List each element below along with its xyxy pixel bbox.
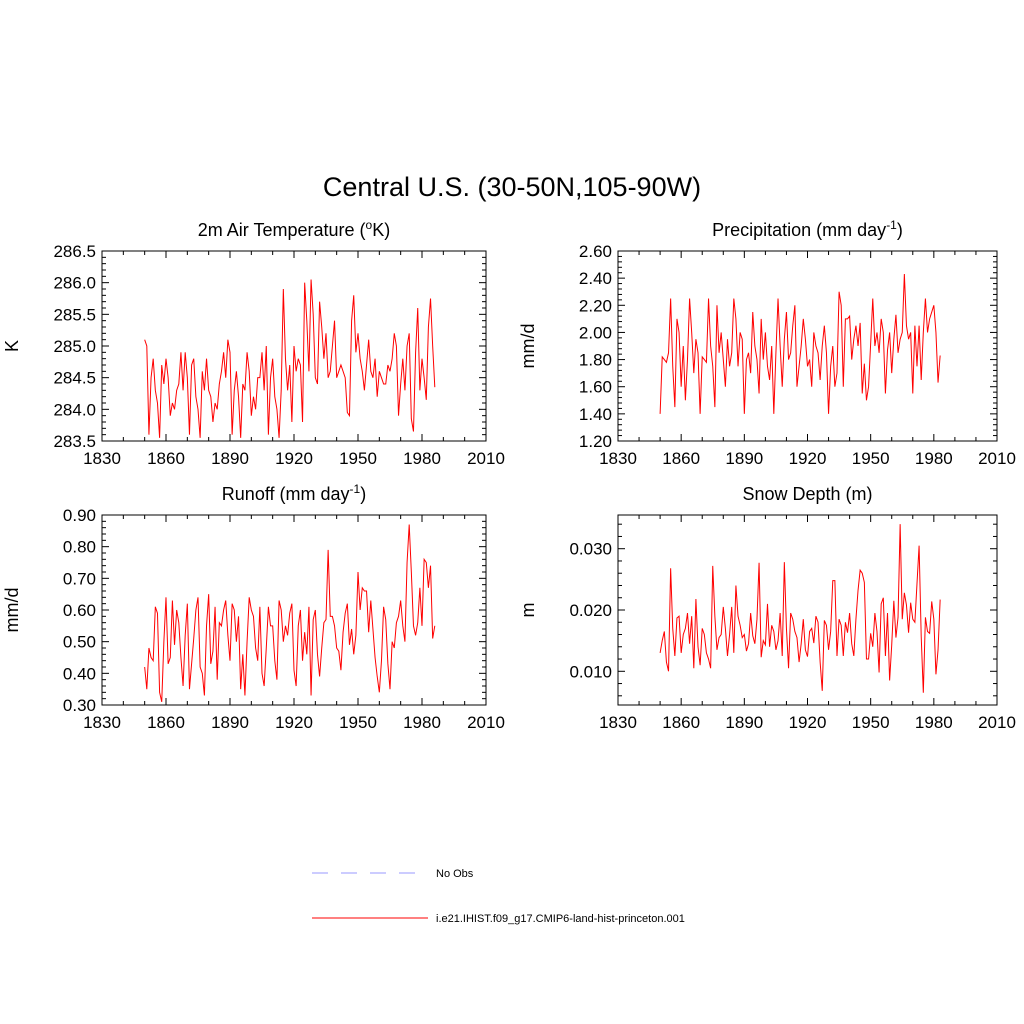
panel-title-unit: ) [897, 220, 903, 240]
figure-title: Central U.S. (30-50N,105-90W) [323, 172, 701, 202]
series-line [144, 524, 436, 702]
panel-title-text: Precipitation (mm day [712, 220, 886, 240]
y-tick-label: 0.40 [63, 664, 96, 683]
panel-runoff: 1830 1860 1890 1920 1950 1980 2010 0.30 0.40 0.50… [2, 482, 505, 732]
panel-title-superscript: -1 [886, 218, 897, 232]
x-tick-label: 1980 [403, 713, 441, 732]
x-tick-label: 1920 [789, 713, 827, 732]
x-tick-label: 1890 [211, 449, 249, 468]
panel-air-temperature: 1830 1860 1890 1920 1950 1980 2010 283.5 284.0 28… [2, 218, 505, 468]
y-tick-label: 2.60 [579, 242, 612, 261]
y-tick-label: 0.70 [63, 569, 96, 588]
y-tick-label: 284.0 [53, 400, 96, 419]
y-tick-label: 0.80 [63, 538, 96, 557]
y-tick-label: 284.5 [53, 369, 96, 388]
x-tick-label: 1950 [852, 449, 890, 468]
x-tick-label: 1830 [83, 713, 121, 732]
y-tick-label: 283.5 [53, 432, 96, 451]
y-tick-label: 2.40 [579, 269, 612, 288]
x-tick-label: 1980 [915, 713, 953, 732]
legend-label-no-obs: No Obs [436, 868, 474, 880]
x-tick-label: 1860 [662, 713, 700, 732]
y-tick-label: 2.00 [579, 323, 612, 342]
panel-title: Precipitation (mm day-1) [712, 218, 903, 240]
panel-snow-depth: 1830 1860 1890 1920 1950 1980 2010 0.010 0.020 0.… [518, 484, 1016, 732]
y-tick-label: 0.50 [63, 633, 96, 652]
x-tick-label: 1830 [83, 449, 121, 468]
plot-frame [617, 250, 998, 442]
panel-precipitation: 1830 1860 1890 1920 1950 1980 2010 1.20 1.40 1.60… [518, 218, 1016, 468]
y-tick-label: 1.40 [579, 405, 612, 424]
y-tick-label: 0.020 [569, 601, 612, 620]
x-tick-label: 1980 [403, 449, 441, 468]
x-tick-label: 1950 [339, 449, 377, 468]
x-tick-label: 1860 [147, 713, 185, 732]
x-tick-label: 1920 [275, 449, 313, 468]
panel-title-text: Runoff (mm day [222, 484, 350, 504]
y-tick-label: 1.60 [579, 378, 612, 397]
y-tick-label: 0.010 [569, 662, 612, 681]
x-tick-label: 1920 [275, 713, 313, 732]
panel-title-superscript: o [366, 218, 373, 232]
x-tick-label: 1950 [852, 713, 890, 732]
panel-title: 2m Air Temperature (oK) [198, 218, 390, 240]
y-tick-label: 1.80 [579, 351, 612, 370]
series-line [659, 274, 941, 414]
y-tick-label: 0.90 [63, 506, 96, 525]
y-tick-label: 0.60 [63, 601, 96, 620]
x-tick-label: 1860 [147, 449, 185, 468]
panels: 1830 1860 1890 1920 1950 1980 2010 283.5 284.0 28… [2, 218, 1016, 732]
y-tick-label: 285.5 [53, 305, 96, 324]
y-axis-label: K [2, 340, 22, 352]
panel-title-unit: ) [360, 484, 366, 504]
panel-title-text: 2m Air Temperature ( [198, 220, 366, 240]
x-tick-label: 1860 [662, 449, 700, 468]
y-tick-label: 2.20 [579, 296, 612, 315]
panel-title: Runoff (mm day-1) [222, 482, 366, 504]
y-axis-label: m [518, 603, 538, 618]
y-tick-label: 286.5 [53, 242, 96, 261]
x-tick-label: 1830 [599, 449, 637, 468]
panel-title-unit: K) [372, 220, 390, 240]
series-line [659, 524, 941, 693]
x-tick-label: 1830 [599, 713, 637, 732]
y-tick-label: 0.30 [63, 696, 96, 715]
legend: No Obs i.e21.IHIST.f09_g17.CMIP6-land-hi… [312, 868, 685, 925]
y-tick-label: 1.20 [579, 432, 612, 451]
x-tick-label: 1890 [725, 713, 763, 732]
y-tick-label: 0.030 [569, 540, 612, 559]
series-line [144, 279, 436, 438]
x-tick-label: 2010 [978, 713, 1016, 732]
y-tick-label: 286.0 [53, 274, 96, 293]
panel-title-superscript: -1 [350, 482, 361, 496]
legend-label-model: i.e21.IHIST.f09_g17.CMIP6-land-hist-prin… [436, 913, 685, 925]
x-tick-label: 1890 [211, 713, 249, 732]
x-tick-label: 2010 [467, 449, 505, 468]
x-tick-label: 1890 [725, 449, 763, 468]
panel-title-text: Snow Depth (m) [742, 484, 872, 504]
x-tick-label: 1950 [339, 713, 377, 732]
y-axis-label: mm/d [2, 588, 22, 633]
x-tick-label: 1920 [789, 449, 827, 468]
y-tick-label: 285.0 [53, 337, 96, 356]
x-tick-label: 2010 [467, 713, 505, 732]
panel-title: Snow Depth (m) [742, 484, 872, 504]
x-tick-label: 2010 [978, 449, 1016, 468]
x-tick-label: 1980 [915, 449, 953, 468]
y-axis-label: mm/d [518, 324, 538, 369]
